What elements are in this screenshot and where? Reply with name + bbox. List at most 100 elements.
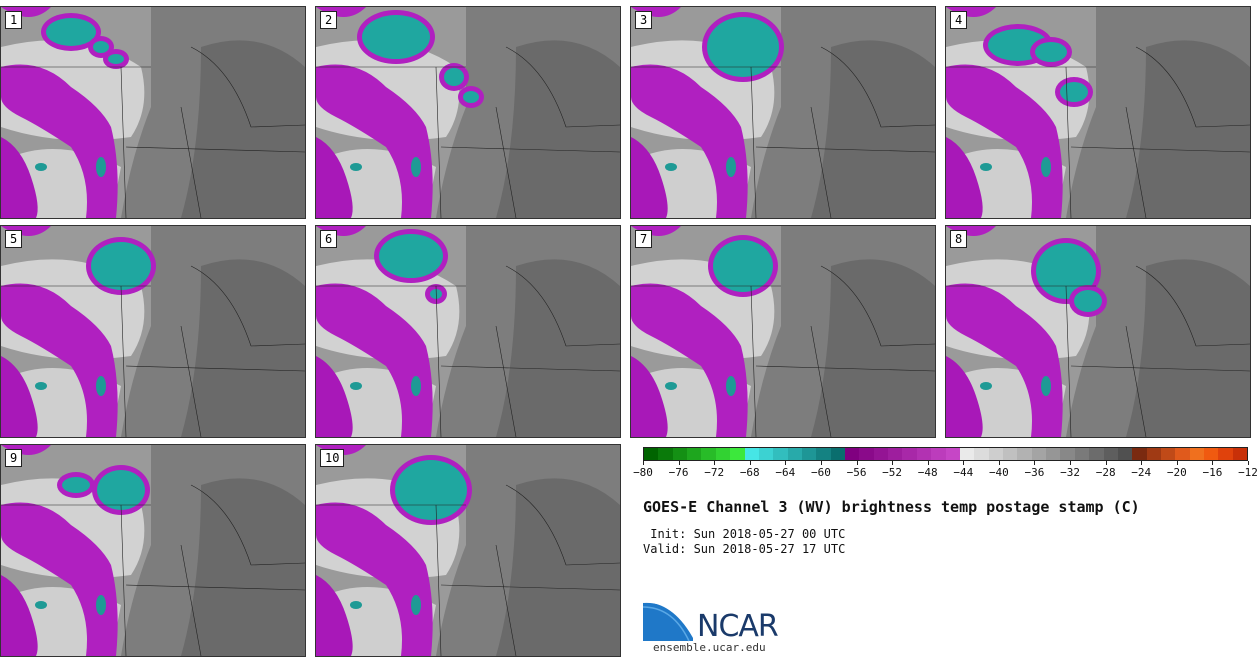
colorbar-tick-label: −80 xyxy=(633,466,653,479)
colorbar-swatch xyxy=(1103,448,1118,460)
colorbar-swatch xyxy=(1002,448,1018,460)
colorbar-swatch xyxy=(1060,448,1075,460)
wv-brightness-map xyxy=(316,7,620,218)
colorbar-swatch xyxy=(730,448,745,460)
colorbar-tick xyxy=(678,461,680,465)
colorbar-tick xyxy=(1034,461,1036,465)
panel-number-label: 7 xyxy=(635,230,653,248)
colorbar-swatch xyxy=(1160,448,1176,460)
colorbar-swatch xyxy=(1232,448,1248,460)
plot-title: GOES-E Channel 3 (WV) brightness temp po… xyxy=(643,498,1140,516)
postage-stamp-panel: 7 xyxy=(630,225,936,438)
panel-number-label: 10 xyxy=(320,449,345,467)
colorbar-swatch xyxy=(945,448,960,460)
colorbar-swatch xyxy=(1089,448,1104,460)
panel-number-label: 9 xyxy=(5,449,23,467)
colorbar-swatch xyxy=(816,448,831,460)
wv-brightness-map xyxy=(316,445,620,656)
postage-stamp-panel: 1 xyxy=(0,6,306,219)
colorbar-swatch xyxy=(916,448,932,460)
colorbar-tick xyxy=(749,461,751,465)
colorbar-swatch xyxy=(1046,448,1061,460)
colorbar-swatch xyxy=(758,448,774,460)
colorbar-tick xyxy=(820,461,822,465)
colorbar-tick xyxy=(1248,461,1249,465)
colorbar-tick-label: −20 xyxy=(1166,466,1187,479)
logo-url: ensemble.ucar.edu xyxy=(653,641,766,654)
colorbar-swatch xyxy=(974,448,989,460)
colorbar-tick xyxy=(1176,461,1178,465)
panel-number-label: 6 xyxy=(320,230,338,248)
postage-stamp-panel: 9 xyxy=(0,444,306,657)
colorbar-tick-label: −52 xyxy=(882,466,903,479)
colorbar-swatch xyxy=(1146,448,1161,460)
colorbar-tick xyxy=(892,461,894,465)
colorbar-swatch xyxy=(787,448,802,460)
colorbar-swatch xyxy=(658,448,673,460)
colorbar-tick-label: −76 xyxy=(668,466,689,479)
wv-brightness-map xyxy=(316,226,620,437)
colorbar-tick xyxy=(927,461,929,465)
colorbar-swatch xyxy=(1117,448,1133,460)
colorbar-tick xyxy=(998,461,1000,465)
colorbar-swatch xyxy=(1017,448,1032,460)
colorbar-swatch xyxy=(873,448,889,460)
ncar-logo-text: NCAR xyxy=(697,609,779,644)
colorbar-tick-label: −72 xyxy=(704,466,725,479)
colorbar-swatch xyxy=(672,448,688,460)
colorbar-tick xyxy=(963,461,965,465)
colorbar-tick-label: −40 xyxy=(988,466,1009,479)
wv-brightness-map xyxy=(1,445,305,656)
postage-stamp-panel: 10 xyxy=(315,444,621,657)
colorbar-swatch xyxy=(1031,448,1047,460)
valid-time: Valid: Sun 2018-05-27 17 UTC xyxy=(643,542,846,556)
colorbar-swatch xyxy=(1074,448,1090,460)
postage-stamp-panel: 5 xyxy=(0,225,306,438)
colorbar-swatch xyxy=(644,448,659,460)
colorbar-swatch xyxy=(687,448,702,460)
colorbar-swatch xyxy=(773,448,788,460)
postage-stamp-panel: 2 xyxy=(315,6,621,219)
colorbar-tick-label: −24 xyxy=(1131,466,1152,479)
colorbar-tick-label: −36 xyxy=(1024,466,1045,479)
colorbar-tick-label: −68 xyxy=(739,466,760,479)
colorbar-tick-label: −60 xyxy=(811,466,831,479)
colorbar-tick xyxy=(1070,461,1072,465)
colorbar-tick-label: −32 xyxy=(1060,466,1080,479)
colorbar-swatch xyxy=(902,448,917,460)
panel-number-label: 4 xyxy=(950,11,968,29)
colorbar-tick xyxy=(785,461,787,465)
colorbar-tick xyxy=(1105,461,1107,465)
colorbar-swatch xyxy=(744,448,759,460)
colorbar-tick xyxy=(1141,461,1143,465)
panel-number-label: 5 xyxy=(5,230,23,248)
init-time: Init: Sun 2018-05-27 00 UTC xyxy=(643,527,846,541)
colorbar-swatch xyxy=(888,448,903,460)
panel-number-label: 2 xyxy=(320,11,338,29)
colorbar-tick xyxy=(643,461,644,465)
colorbar-tick-label: −44 xyxy=(953,466,974,479)
colorbar-swatch xyxy=(801,448,817,460)
colorbar-tick-label: −16 xyxy=(1202,466,1223,479)
colorbar-tick-label: −48 xyxy=(917,466,938,479)
wv-brightness-map xyxy=(1,226,305,437)
panel-number-label: 3 xyxy=(635,11,653,29)
colorbar-tick-label: −56 xyxy=(846,466,867,479)
colorbar-swatch xyxy=(845,448,860,460)
colorbar-swatch xyxy=(830,448,846,460)
panel-number-label: 1 xyxy=(5,11,23,29)
postage-stamp-panel: 3 xyxy=(630,6,936,219)
colorbar-swatch xyxy=(959,448,975,460)
postage-stamp-panel: 6 xyxy=(315,225,621,438)
colorbar-tick xyxy=(714,461,716,465)
wv-brightness-map xyxy=(631,7,935,218)
postage-stamp-panel: 4 xyxy=(945,6,1251,219)
colorbar-swatch xyxy=(715,448,731,460)
wv-brightness-map xyxy=(631,226,935,437)
colorbar-swatch xyxy=(1204,448,1219,460)
colorbar-swatch xyxy=(1175,448,1190,460)
panel-number-label: 8 xyxy=(950,230,968,248)
colorbar-tick-label: −12 xyxy=(1238,466,1258,479)
colorbar-swatch xyxy=(1189,448,1205,460)
colorbar-swatch xyxy=(931,448,946,460)
